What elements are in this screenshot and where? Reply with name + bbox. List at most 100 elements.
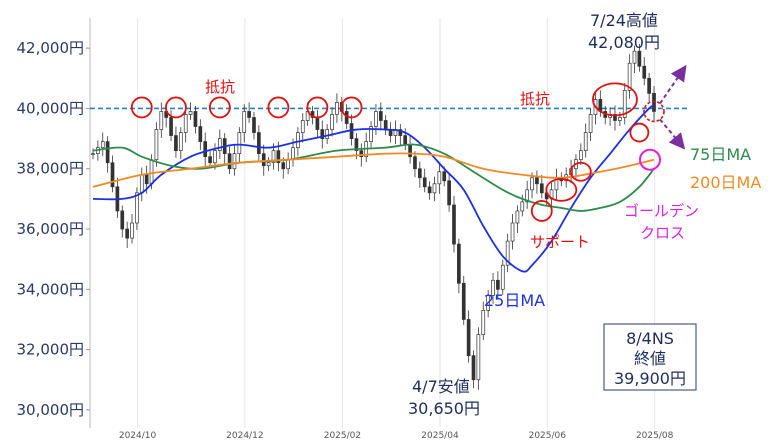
- candle-body: [418, 168, 422, 179]
- candle-body: [242, 111, 247, 133]
- support-touch-circle: [569, 161, 592, 182]
- candle-body: [613, 114, 617, 121]
- candle-body: [281, 162, 286, 170]
- candle-body: [403, 135, 408, 145]
- candle-body: [476, 334, 481, 381]
- candle-body: [520, 201, 525, 212]
- candle-body: [300, 120, 305, 133]
- ma200-label: 200日MA: [690, 173, 761, 192]
- low-label-line2: 30,650円: [408, 399, 480, 418]
- candle-body: [505, 240, 510, 266]
- candle-body: [515, 210, 520, 224]
- candle-body: [383, 120, 388, 130]
- resistance-label-left: 抵抗: [205, 78, 235, 96]
- close-label-line3: 39,900円: [614, 369, 686, 388]
- candle-body: [618, 117, 622, 121]
- candle-body: [266, 162, 271, 167]
- close-label-line1: 8/4NS: [626, 329, 674, 348]
- candle-body: [247, 111, 251, 118]
- candle-body: [144, 174, 149, 185]
- y-tick-label: 36,000円: [17, 220, 85, 238]
- candle-body: [198, 126, 203, 142]
- ma25-label: 25日MA: [484, 291, 545, 310]
- candle-body: [261, 153, 266, 167]
- touch-circles: [130, 82, 665, 222]
- candle-body: [193, 111, 198, 127]
- candle-body: [642, 65, 647, 79]
- resistance-label-right: 抵抗: [520, 90, 550, 108]
- candle-body: [652, 93, 656, 112]
- candle-body: [335, 102, 339, 115]
- high-label-line1: 7/24高値: [590, 11, 658, 30]
- candle-body: [427, 186, 432, 194]
- candle-body: [578, 150, 583, 161]
- candle-body: [496, 279, 500, 290]
- candle-body: [637, 50, 642, 67]
- candle-body: [530, 177, 534, 191]
- candle-body: [539, 183, 544, 194]
- y-tick-label: 32,000円: [17, 341, 85, 359]
- candle-body: [447, 180, 451, 206]
- candle-body: [188, 111, 193, 115]
- low-label-line1: 4/7安値: [412, 377, 470, 396]
- x-tick-label: 2024/10: [119, 431, 157, 441]
- candle-body: [491, 279, 495, 296]
- candle-body: [257, 132, 261, 155]
- candle-body: [174, 135, 178, 151]
- high-label-line2: 42,080円: [588, 33, 660, 52]
- candle-body: [622, 90, 627, 118]
- candle-body: [457, 243, 461, 284]
- resistance-touch-circle: [306, 96, 329, 119]
- close-label-line2: 終値: [634, 349, 666, 368]
- candle-body: [232, 153, 237, 170]
- candle-body: [525, 189, 530, 203]
- support-label: サポート: [530, 233, 590, 251]
- candle-body: [291, 147, 295, 161]
- candle-body: [354, 138, 359, 151]
- candle-body: [432, 183, 437, 194]
- candle-body: [320, 129, 325, 139]
- y-tick-label: 34,000円: [17, 280, 85, 298]
- candle-body: [217, 138, 222, 151]
- grid: [137, 18, 656, 428]
- candle-body: [510, 222, 515, 242]
- candle-body: [422, 177, 427, 188]
- candle-body: [183, 114, 188, 133]
- candle-body: [149, 159, 154, 185]
- candle-body: [159, 111, 164, 130]
- candle-body: [452, 204, 456, 245]
- candle-body: [413, 156, 417, 170]
- y-tick-label: 40,000円: [17, 99, 85, 117]
- y-tick-label: 38,000円: [17, 160, 85, 178]
- candle-body: [486, 295, 490, 311]
- candle-body: [374, 111, 378, 127]
- candle-body: [208, 156, 212, 164]
- candle-body: [125, 228, 129, 239]
- resistance-touch-circle: [267, 96, 290, 119]
- x-tick-label: 2024/12: [226, 431, 263, 441]
- candle-body: [154, 129, 159, 161]
- resistance-touch-circle: [592, 82, 638, 117]
- close-dashed-circle: [643, 100, 665, 123]
- golden-cross-circle: [639, 148, 661, 171]
- down-arrow: [659, 118, 686, 150]
- golden-cross-label-line1: ゴールデン: [624, 202, 699, 220]
- candle-body: [110, 162, 115, 188]
- resistance-touch-circle: [340, 96, 363, 119]
- candle-body: [296, 132, 300, 148]
- ma-line: [92, 152, 655, 188]
- ma75-label: 75日MA: [690, 145, 751, 164]
- resistance-touch-circle: [165, 96, 187, 119]
- candle-body: [632, 50, 637, 64]
- candle-body: [535, 177, 539, 185]
- candle-body: [227, 153, 232, 170]
- candle-body: [588, 114, 593, 133]
- candle-body: [583, 132, 588, 151]
- candle-body: [286, 159, 290, 170]
- x-tick-label: 2025/08: [636, 431, 674, 441]
- candle-body: [315, 117, 320, 130]
- x-axis: 2024/10 2024/12 2025/02 2025/04 2025/06 2025/…: [119, 431, 674, 441]
- x-tick-label: 2025/06: [529, 431, 567, 441]
- candle-body: [213, 150, 217, 164]
